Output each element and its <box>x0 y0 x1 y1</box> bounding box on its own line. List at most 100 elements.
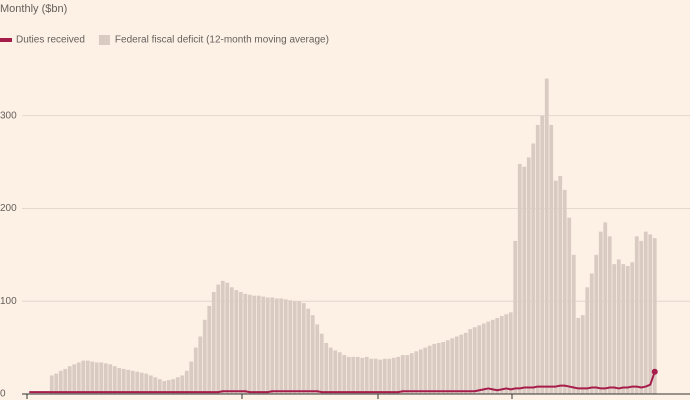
line <box>29 371 656 394</box>
bar <box>283 299 288 394</box>
bar <box>441 342 446 394</box>
bar <box>522 166 527 394</box>
bar <box>598 231 603 394</box>
bar <box>189 361 194 394</box>
bar <box>436 342 441 394</box>
bar <box>414 351 419 394</box>
bar <box>472 327 477 394</box>
bar <box>85 360 90 394</box>
legend-swatch <box>98 35 110 45</box>
bar <box>315 324 320 394</box>
bar <box>54 373 59 394</box>
lines <box>29 368 658 394</box>
bar <box>517 163 522 394</box>
bar <box>274 298 279 394</box>
bar <box>459 334 464 394</box>
bar <box>63 368 68 394</box>
bar <box>279 298 284 394</box>
bar <box>180 375 185 394</box>
y-tick-label: 200 <box>0 203 17 214</box>
bar <box>108 364 113 394</box>
bar <box>90 361 95 394</box>
bar <box>166 380 171 394</box>
bar <box>553 180 558 394</box>
legend-swatch <box>0 38 12 42</box>
bar <box>405 355 410 394</box>
bar <box>544 78 549 395</box>
bar <box>351 356 356 394</box>
bar <box>306 308 311 394</box>
bar <box>495 317 500 394</box>
bar <box>603 222 608 394</box>
bar <box>238 291 243 394</box>
bar <box>261 296 266 394</box>
bar <box>252 295 257 394</box>
bar <box>378 359 383 394</box>
bar <box>130 370 135 394</box>
bar <box>207 305 212 394</box>
bar <box>396 356 401 394</box>
bar <box>576 317 581 394</box>
bar <box>58 370 63 394</box>
bar <box>162 381 167 394</box>
bar <box>292 301 297 394</box>
bar <box>202 319 207 394</box>
bar <box>360 357 365 394</box>
bar <box>256 295 261 394</box>
bar <box>198 336 203 394</box>
bar <box>612 264 617 394</box>
bar <box>148 375 153 394</box>
y-tick-label: 0 <box>0 389 6 400</box>
bar <box>99 362 104 394</box>
bar <box>639 240 644 394</box>
bar <box>301 303 306 394</box>
bar <box>270 297 275 394</box>
bar <box>81 360 86 394</box>
bar <box>594 254 599 394</box>
bar <box>319 333 324 394</box>
bar <box>342 355 347 394</box>
bar <box>450 338 455 394</box>
bar <box>634 236 639 394</box>
bar <box>337 352 342 394</box>
bar <box>157 379 162 394</box>
bar <box>463 332 468 394</box>
bar <box>481 323 486 394</box>
bar <box>549 124 554 394</box>
bar <box>562 189 567 394</box>
bar <box>310 315 315 394</box>
bar <box>117 368 122 394</box>
legend: Duties received Federal fiscal deficit (1… <box>0 35 329 46</box>
bar <box>355 356 360 394</box>
bar <box>607 236 612 394</box>
bar <box>616 259 621 394</box>
bar <box>468 329 473 394</box>
bar <box>297 301 302 394</box>
bar <box>67 366 72 394</box>
bar <box>585 287 590 394</box>
bar <box>135 371 140 394</box>
bar <box>265 297 270 394</box>
bar <box>513 240 518 394</box>
bar <box>432 343 437 394</box>
legend-label: Duties received <box>16 35 85 46</box>
bar <box>571 254 576 394</box>
bar <box>364 356 369 394</box>
legend-label: Federal fiscal deficit (12-month moving … <box>115 35 329 46</box>
bar <box>144 373 149 394</box>
bar <box>589 273 594 394</box>
bars <box>49 78 657 395</box>
bar <box>171 379 176 394</box>
y-tick-label: 100 <box>0 296 17 307</box>
bar <box>373 358 378 394</box>
bar <box>346 356 351 394</box>
bar <box>288 300 293 394</box>
bar <box>112 366 117 394</box>
bar <box>526 157 531 394</box>
bar <box>369 358 374 394</box>
bar <box>72 364 77 394</box>
bar <box>621 264 626 394</box>
bar <box>625 265 630 394</box>
bar <box>328 347 333 394</box>
